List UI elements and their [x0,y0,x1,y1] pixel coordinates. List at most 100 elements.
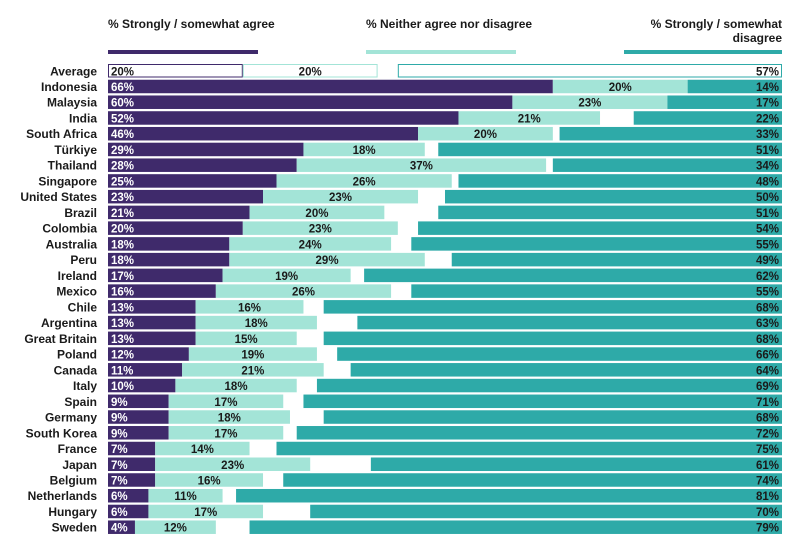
label-agree-average: 20% [111,66,134,78]
label-agree-belgium: 7% [111,475,128,487]
bar-disagree-canada [350,363,782,377]
label-disagree-argentina: 63% [756,318,779,330]
label-disagree-italy: 69% [756,381,779,393]
label-agree-argentina: 13% [111,318,134,330]
label-agree-turkiye: 29% [111,145,134,157]
bar-agree-belgium [108,473,156,487]
bar-disagree-indonesia [687,79,782,94]
bar-disagree-united-states [445,189,782,204]
legend-disagree-label: % Strongly / somewhat disagree [650,17,782,45]
label-disagree-mexico: 55% [756,287,779,299]
label-neither-average: 20% [299,66,322,78]
bar-neither-france [155,441,250,456]
category-label-netherlands: Netherlands [28,489,98,503]
label-disagree-brazil: 51% [756,208,779,220]
label-neither-australia: 24% [299,239,322,251]
bar-disagree-germany [323,410,782,424]
label-disagree-united-states: 50% [756,192,779,204]
label-neither-mexico: 26% [292,287,315,299]
bar-neither-turkiye [303,142,425,157]
legend-agree-swatch [108,50,258,54]
bar-agree-germany [108,410,169,424]
category-label-ireland: Ireland [58,269,97,283]
category-label-argentina: Argentina [41,316,97,330]
category-label-indonesia: Indonesia [41,80,97,94]
bar-neither-india [458,111,601,125]
label-neither-belgium: 16% [198,475,221,487]
label-agree-indonesia: 66% [111,82,134,94]
category-label-japan: Japan [62,458,97,472]
label-neither-thailand: 37% [410,161,433,173]
category-label-average: Average [50,64,97,78]
category-label-hungary: Hungary [48,505,97,519]
bar-agree-peru [108,252,230,267]
bar-agree-japan [108,457,156,471]
bar-neither-argentina [195,315,317,330]
bar-neither-average [242,64,378,78]
label-agree-brazil: 21% [111,208,134,220]
category-label-belgium: Belgium [50,473,97,487]
category-label-france: France [58,442,98,456]
label-agree-canada: 11% [111,365,133,377]
bar-neither-brazil [249,205,385,220]
label-neither-netherlands: 11% [174,491,196,503]
category-label-turkiye: Türkiye [54,143,97,157]
category-label-spain: Spain [64,395,97,409]
label-neither-germany: 18% [218,413,241,425]
bar-disagree-japan [370,457,782,471]
bar-neither-belgium [155,473,264,487]
label-agree-ireland: 17% [111,271,134,283]
label-disagree-poland: 66% [756,350,779,362]
bar-agree-south-africa [108,126,419,141]
bar-neither-south-korea [168,426,284,440]
label-disagree-india: 22% [756,113,779,125]
bar-neither-chile [195,300,304,314]
label-agree-united-states: 23% [111,192,134,204]
bar-disagree-malaysia [667,95,782,109]
label-agree-germany: 9% [111,413,128,425]
label-agree-hungary: 6% [111,507,128,519]
label-disagree-belgium: 74% [756,475,779,487]
label-disagree-peru: 49% [756,255,779,267]
label-disagree-turkiye: 51% [756,145,779,157]
label-disagree-canada: 64% [756,365,779,377]
category-label-canada: Canada [54,363,98,377]
label-neither-italy: 18% [225,381,248,393]
label-disagree-south-korea: 72% [756,428,779,440]
category-label-brazil: Brazil [64,206,97,220]
legend-neither-label: % Neither agree nor disagree [366,17,533,31]
bar-neither-germany [168,410,290,424]
label-disagree-chile: 68% [756,302,779,314]
label-agree-chile: 13% [111,302,134,314]
bar-agree-ireland [108,268,223,283]
bar-neither-poland [188,347,317,361]
label-agree-thailand: 28% [111,161,134,173]
label-agree-peru: 18% [111,255,134,267]
label-disagree-spain: 71% [756,397,779,409]
bar-disagree-australia [411,237,782,251]
label-neither-colombia: 23% [309,224,332,236]
label-neither-united-states: 23% [329,192,352,204]
bar-agree-argentina [108,315,196,330]
label-disagree-australia: 55% [756,239,779,251]
label-neither-malaysia: 23% [578,98,601,110]
label-neither-indonesia: 20% [609,82,632,94]
bar-disagree-france [276,441,782,456]
bar-neither-hungary [148,504,264,519]
label-disagree-colombia: 54% [756,224,779,236]
label-agree-india: 52% [111,113,134,125]
category-label-south-africa: South Africa [26,127,97,141]
category-label-mexico: Mexico [56,285,97,299]
label-disagree-indonesia: 14% [756,82,779,94]
label-disagree-ireland: 62% [756,271,779,283]
label-agree-south-africa: 46% [111,129,134,141]
bar-agree-italy [108,378,176,393]
category-label-peru: Peru [70,253,97,267]
bar-disagree-average [397,64,782,78]
bar-disagree-sweden [249,520,783,534]
bar-agree-turkiye [108,142,304,157]
bar-agree-sweden [108,520,135,534]
bar-agree-united-states [108,189,264,204]
bar-agree-hungary [108,504,149,519]
bar-disagree-south-africa [559,126,782,141]
